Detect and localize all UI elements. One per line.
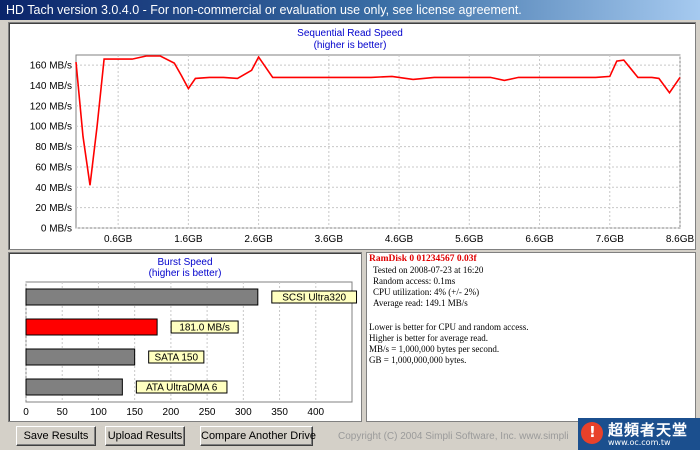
seq-y-tick-label: 0 MB/s: [41, 224, 72, 235]
tested-on: Tested on 2008-07-23 at 16:20: [373, 265, 484, 275]
burst-bar-label: SATA 150: [154, 353, 198, 364]
watermark-url: www.oc.com.tw: [608, 438, 671, 447]
burst-x-tick-label: 400: [307, 407, 324, 418]
seq-x-tick-label: 3.6GB: [315, 234, 344, 245]
title-bar: HD Tach version 3.0.4.0 - For non-commer…: [0, 0, 700, 20]
window-title: HD Tach version 3.0.4.0 - For non-commer…: [6, 3, 522, 17]
upload-results-button[interactable]: Upload Results: [105, 426, 185, 446]
note-gb: GB = 1,000,000,000 bytes.: [369, 355, 467, 365]
burst-x-tick-label: 0: [23, 407, 29, 418]
seq-chart-title: Sequential Read Speed: [297, 28, 403, 39]
seq-y-tick-label: 20 MB/s: [35, 203, 72, 214]
note-lower-better: Lower is better for CPU and random acces…: [369, 322, 529, 332]
burst-bar-label-box: [271, 290, 358, 304]
random-access: Random access: 0.1ms: [373, 276, 456, 286]
burst-x-tick-label: 150: [126, 407, 143, 418]
seq-chart-subtitle: (higher is better): [314, 40, 387, 51]
burst-chart-subtitle: (higher is better): [149, 268, 222, 279]
burst-x-tick-label: 200: [163, 407, 180, 418]
seq-x-tick-label: 1.6GB: [174, 234, 203, 245]
burst-bar-label-box: [135, 380, 228, 394]
seq-y-tick-label: 40 MB/s: [35, 183, 72, 194]
burst-bar: [25, 318, 158, 336]
seq-y-tick-label: 60 MB/s: [35, 162, 72, 173]
burst-chart-panel: Burst Speed (higher is better) 0 50 100 150…: [8, 252, 362, 422]
copyright-text: Copyright (C) 2004 Simpli Software, Inc.…: [338, 431, 568, 442]
burst-speed-chart: Burst Speed (higher is better) 0 50 100 150…: [23, 257, 358, 418]
burst-bar: [25, 348, 136, 366]
sequential-read-chart: Sequential Read Speed (higher is better)…: [30, 28, 695, 245]
burst-bar-label: ATA UltraDMA 6: [146, 383, 218, 394]
burst-bar-label-box: [170, 320, 239, 334]
save-results-button[interactable]: Save Results: [16, 426, 96, 446]
note-mbs: MB/s = 1,000,000 bytes per second.: [369, 344, 500, 354]
watermark-brand: 超頻者天堂: [608, 421, 689, 439]
burst-x-tick-label: 250: [199, 407, 216, 418]
average-read: Average read: 149.1 MB/s: [373, 298, 468, 308]
seq-y-tick-label: 80 MB/s: [35, 142, 72, 153]
drive-info-panel: RamDisk 0 01234567 0.03f Tested on 2008-…: [366, 252, 696, 422]
sequential-chart-panel: Sequential Read Speed (higher is better)…: [8, 22, 696, 250]
watermark-logo-icon: [581, 422, 603, 444]
burst-bar: [25, 378, 123, 396]
seq-x-tick-label: 4.6GB: [385, 234, 414, 245]
compare-drive-button[interactable]: Compare Another Drive: [200, 426, 316, 446]
burst-x-tick-label: 50: [57, 407, 69, 418]
burst-x-tick-label: 100: [90, 407, 107, 418]
burst-bar-label: SCSI Ultra320: [282, 293, 346, 304]
seq-read-line: [75, 55, 681, 186]
burst-chart-title: Burst Speed: [157, 257, 212, 268]
seq-y-tick-label: 140 MB/s: [30, 81, 72, 92]
burst-x-tick-label: 300: [235, 407, 252, 418]
note-higher-better: Higher is better for average read.: [369, 333, 488, 343]
burst-bar-label: 181.0 MB/s: [179, 323, 230, 334]
drive-name: RamDisk 0 01234567 0.03f: [369, 254, 477, 264]
seq-x-tick-label: 7.6GB: [596, 234, 625, 245]
seq-y-tick-label: 160 MB/s: [30, 61, 72, 72]
seq-y-tick-label: 100 MB/s: [30, 122, 72, 133]
seq-x-tick-label: 0.6GB: [104, 234, 133, 245]
seq-x-tick-label: 5.6GB: [455, 234, 484, 245]
seq-y-tick-label: 120 MB/s: [30, 101, 72, 112]
burst-bar: [25, 288, 259, 306]
seq-plot-area: [75, 54, 681, 229]
seq-x-tick-label: 8.6GB: [666, 234, 695, 245]
burst-bar-label-box: [148, 350, 205, 364]
site-watermark: 超頻者天堂 www.oc.com.tw: [578, 418, 700, 450]
burst-x-tick-label: 350: [271, 407, 288, 418]
seq-x-tick-label: 2.6GB: [244, 234, 273, 245]
seq-x-tick-label: 6.6GB: [525, 234, 554, 245]
cpu-utilization: CPU utilization: 4% (+/- 2%): [373, 287, 480, 297]
